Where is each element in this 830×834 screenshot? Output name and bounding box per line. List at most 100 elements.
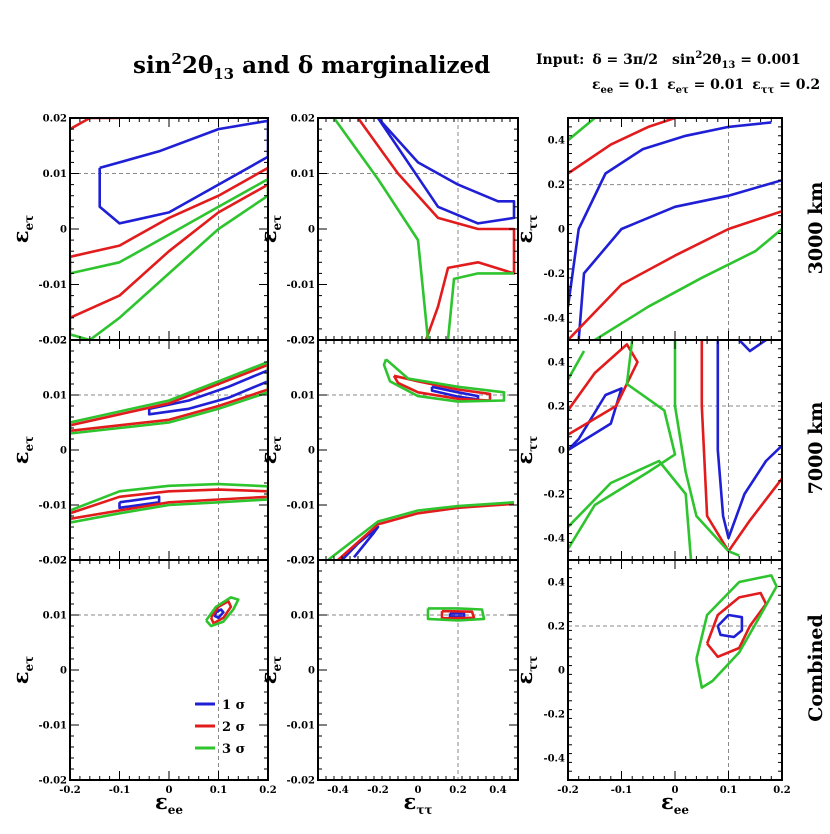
panel-3000km-eps-etau-vs-eps-ee: 0.02 0.01 0 -0.01 -0.02 εeτ [8,114,269,347]
y-tick-label: 0.01 [291,611,315,622]
x-tick-label: 0 [415,785,422,796]
contour-1sigma-1 [716,340,782,540]
contour-2sigma-0 [705,591,768,659]
contour-1sigma-0 [448,612,466,618]
y-tick-label: 0.01 [291,391,315,402]
contour-2sigma-1 [568,209,782,340]
contour-3sigma-3 [568,459,693,560]
contour-1sigma-1 [118,495,161,510]
contours [332,118,516,340]
y-axis-label: εeτ [8,215,36,244]
y-tick-label: 0.02 [43,336,67,347]
x-tick-label: 0.4 [489,785,506,796]
y-tick-label: 0.01 [43,391,67,402]
y-tick-label: -0.01 [38,501,67,512]
y-tick-label: -0.02 [286,556,315,567]
contour-3sigma-1 [594,228,782,340]
y-tick-label: -0.2 [543,269,565,280]
x-tick-label: -0.2 [557,785,579,796]
x-tick-label: 0 [166,785,173,796]
x-tick-label: -0.2 [367,785,389,796]
input-params-line1: Input: δ = 3π/2 sin22θ13 = 0.001 [536,50,801,71]
contour-3sigma-1 [70,482,268,524]
x-tick-label: 0 [672,785,679,796]
contour-3sigma-0 [382,358,506,403]
y-tick-label: 0.02 [43,556,67,567]
contour-2sigma-0 [209,600,233,625]
figure-title: sin22θ13 and δ marginalized [133,50,490,83]
y-tick-label: -0.2 [543,710,565,721]
y-axis-label: εeτ [256,436,284,465]
y-axis-label: εeτ [8,436,36,465]
y-tick-label: 0 [558,446,565,457]
y-tick-label: -0.2 [543,490,565,501]
y-tick-label: 0.4 [548,358,565,369]
panel-grid: 0.02 0.01 0 -0.01 -0.02 εeτ 0.02 0.01 0 -0.01 -0.0… [8,114,791,818]
contour-1sigma-2 [738,340,767,353]
x-axis-label: εee [661,789,689,817]
y-tick-label: 0.2 [548,402,565,413]
y-tick-label: -0.4 [543,534,565,545]
panel-frame [317,339,519,561]
contour-1sigma-0 [716,613,744,639]
panel-7000km-eps-etau-vs-eps-ee: 0.02 0.01 0 -0.01 -0.02 εeτ [8,336,269,567]
input-params-line2: εee = 0.1 εeτ = 0.01 εττ = 0.2 [592,77,820,96]
contours [70,360,268,524]
contour-1sigma-0 [147,369,268,416]
contour-2sigma-0 [356,118,516,340]
legend-label-3sigma: 3 σ [222,742,245,757]
panel-7000km-eps-tautau-vs-eps-ee: 0.4 0.2 0 -0.2 -0.4 εττ [512,339,783,561]
contour-1sigma-1 [341,525,380,560]
row-label-combined: Combined [805,614,827,722]
contour-2sigma-1 [700,340,782,553]
x-tick-label: 0.1 [210,785,227,796]
y-tick-label: 0 [60,666,67,677]
y-tick-label: -0.02 [38,336,67,347]
contour-3sigma-0 [205,596,240,628]
contour-2sigma-0 [568,343,639,436]
x-tick-label: -0.1 [109,785,131,796]
contour-2sigma-1 [70,166,268,320]
panel-7000km-eps-etau-vs-eps-tautau: 0.02 0.01 0 -0.01 -0.02 εeτ [256,336,519,567]
legend-item-3sigma: 3 σ [195,742,245,757]
y-tick-label: -0.01 [38,280,67,291]
x-tick-label: -0.1 [611,785,633,796]
contour-3sigma-0 [426,607,486,622]
contour-3sigma-1 [568,340,677,550]
y-tick-label: 0.2 [548,180,565,191]
contour-1sigma-1 [577,178,782,340]
legend-label-2sigma: 2 σ [222,720,245,735]
contours [70,118,268,340]
x-axis-label: εττ [404,789,433,817]
y-tick-label: -0.4 [543,313,565,324]
y-tick-label: 0.4 [548,578,565,589]
contour-1sigma-0 [568,121,772,307]
y-tick-label: 0.2 [548,622,565,633]
y-tick-label: 0.02 [291,336,315,347]
panel-combined-eps-etau-vs-eps-tautau: 0.02 0.01 0 -0.01 -0.02 -0.4 -0.2 0 0.2 0.4 εeτ εττ [256,556,519,817]
panel-frame [69,559,269,781]
panel-combined-eps-tautau-vs-eps-ee: 0.4 0.2 0 -0.2 -0.4 -0.2 -0.1 0 0.1 0.2 εττ εee [512,559,791,817]
contours [327,358,515,560]
contour-3sigma-1 [446,272,514,340]
y-tick-label: 0.02 [43,114,67,125]
y-tick-label: -0.01 [286,721,315,732]
row-label-3000km: 3000 km [805,182,827,275]
y-axis-label: εeτ [8,656,36,685]
y-tick-label: 0 [308,446,315,457]
legend-label-1sigma: 1 σ [222,698,245,713]
x-tick-label: 0.2 [773,785,790,796]
y-tick-label: 0.02 [291,114,315,125]
row-label-7000km: 7000 km [805,402,827,495]
contour-3sigma-0 [568,118,596,142]
y-tick-label: 0.01 [43,611,67,622]
y-tick-label: -0.02 [38,776,67,787]
x-tick-label: 0.2 [259,785,276,796]
y-tick-label: -0.01 [38,721,67,732]
legend-item-1sigma: 1 σ [195,698,245,713]
legend: 1 σ 2 σ 3 σ [195,698,245,757]
x-tick-label: 0.2 [449,785,466,796]
x-tick-label: 0.1 [720,785,737,796]
contours [426,607,486,622]
